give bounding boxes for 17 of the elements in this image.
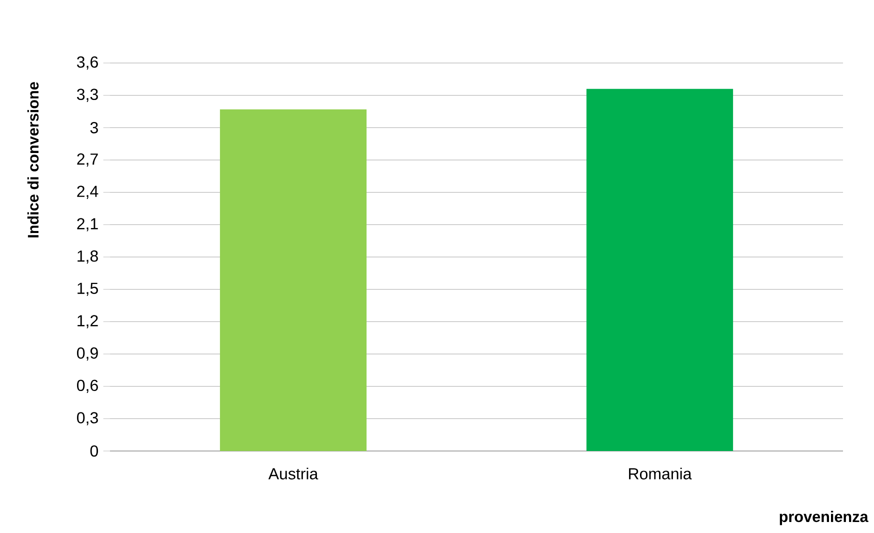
y-tick-label: 0,3 — [77, 412, 98, 426]
y-tick-label: 1,5 — [78, 282, 98, 296]
x-tick-label: Austria — [268, 468, 318, 480]
y-tick-label: 3,6 — [76, 56, 98, 70]
y-tick-label: 1,2 — [78, 315, 98, 328]
x-tick-label: Romania — [629, 468, 692, 480]
y-tick-label: 3,3 — [76, 88, 98, 102]
y-tick-label: 1,8 — [78, 250, 98, 264]
y-tick-label: 0 — [90, 445, 98, 457]
y-tick-label: 2,4 — [77, 186, 98, 199]
y-tick-label: 0,9 — [77, 347, 98, 361]
y-tick-label: 2,7 — [77, 153, 98, 167]
y-tick-label: 0,6 — [77, 380, 98, 393]
y-tick-label: 2,1 — [77, 218, 98, 232]
x-axis-title: provenienza — [780, 510, 868, 526]
y-tick-label: 3 — [90, 122, 98, 134]
y-axis-title: Indice di conversione — [27, 82, 39, 238]
